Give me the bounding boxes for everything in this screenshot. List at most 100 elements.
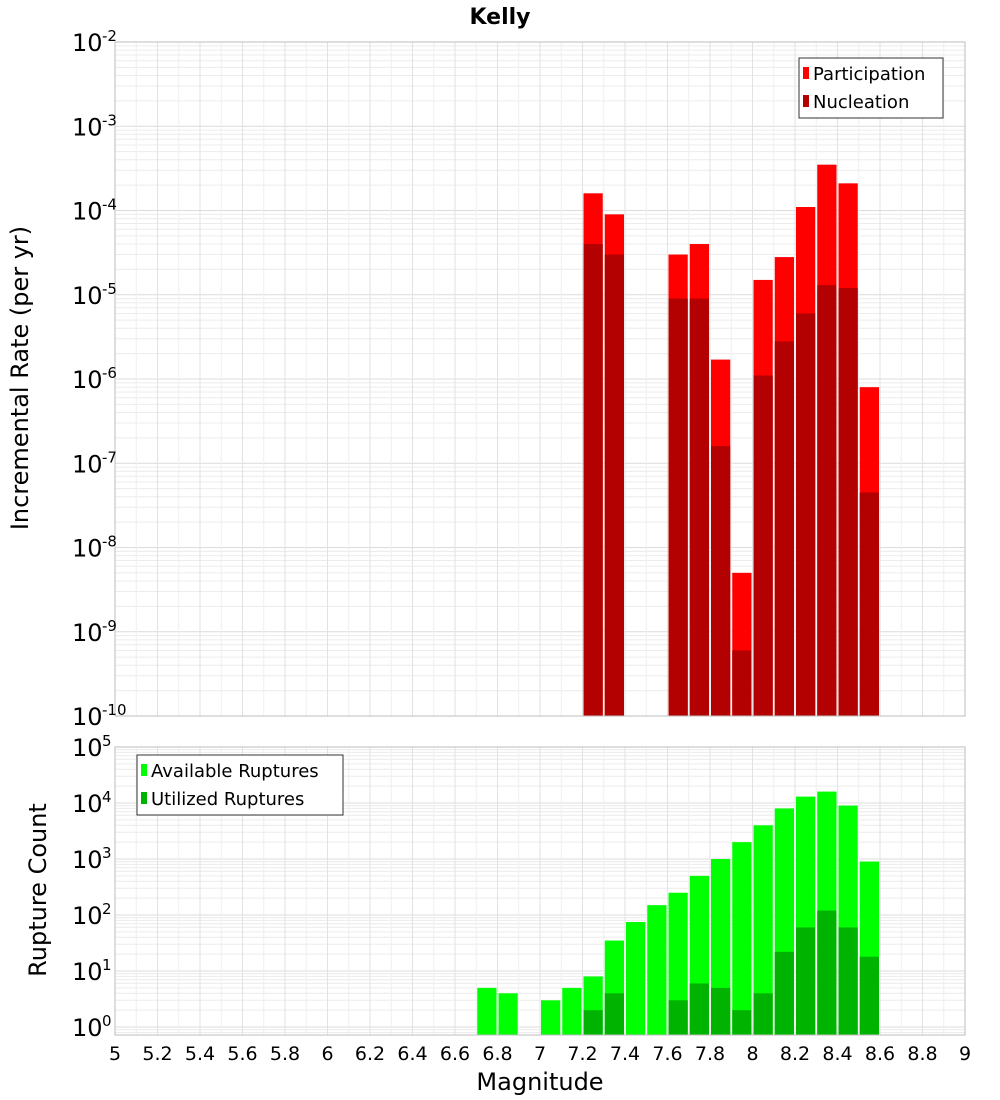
y-tick-label: 10 [72,366,103,394]
utilized-ruptures-bar [668,1000,688,1035]
legend-swatch [141,792,147,804]
x-tick-label: 5.2 [142,1043,172,1065]
legend-swatch [803,67,809,79]
y-tick-exponent: 3 [102,844,112,862]
count-bars [477,791,879,1035]
x-tick-label: 6.8 [482,1043,512,1065]
y-tick-exponent: -4 [102,196,117,214]
x-tick-label: 5.4 [185,1043,215,1065]
y-tick-exponent: -8 [102,533,117,551]
y-tick-label: 10 [72,282,103,310]
x-tick-label: 7 [534,1043,546,1065]
x-tick-label: 8 [746,1043,758,1065]
x-tick-label: 6.2 [355,1043,385,1065]
y-tick-label: 10 [72,703,103,731]
x-tick-label: 7.8 [695,1043,725,1065]
legend-swatch [803,95,809,107]
x-tick-label: 9 [959,1043,971,1065]
utilized-ruptures-bar [753,993,773,1035]
utilized-ruptures-bar [711,987,731,1035]
x-tick-label: 8.4 [822,1043,852,1065]
x-tick-label: 5.6 [227,1043,257,1065]
utilized-ruptures-bar [732,1010,752,1035]
y-tick-exponent: -3 [102,111,117,129]
nucleation-bar [583,244,603,717]
y-tick-label: 10 [72,846,103,874]
y-tick-exponent: 2 [102,900,112,918]
x-ticks: 5 5.2 5.4 5.6 5.8 6 6.2 6.4 6.6 6.8 7 7.2 7.4 7.6 7.8 8… [109,1043,971,1065]
count-y-axis-label: Rupture Count [24,803,52,977]
available-ruptures-bar [647,905,667,1035]
y-tick-label: 10 [72,958,103,986]
x-tick-label: 5 [109,1043,121,1065]
nucleation-bar [859,492,879,716]
count-plot-frame [114,746,966,1036]
legend-label: Participation [813,64,925,85]
x-tick-label: 8.2 [780,1043,810,1065]
x-tick-label: 5.8 [270,1043,300,1065]
y-tick-label: 10 [72,734,103,762]
utilized-ruptures-bar [859,956,879,1035]
y-tick-exponent: 4 [102,788,112,806]
rate-plot-frame [114,41,966,717]
utilized-ruptures-bar [583,1010,603,1035]
rate-y-axis-label: Incremental Rate (per yr) [6,226,34,530]
available-ruptures-bar [668,892,688,1035]
utilized-ruptures-bar [689,983,709,1035]
legend-label: Utilized Ruptures [151,789,304,810]
rate-bars [583,164,879,717]
utilized-ruptures-bar [796,927,816,1035]
y-tick-exponent: -2 [102,27,117,45]
available-ruptures-bar [626,922,646,1035]
utilized-ruptures-bar [817,910,837,1035]
nucleation-bar [668,298,688,716]
nucleation-bar [732,650,752,716]
y-tick-exponent: -7 [102,448,117,466]
y-tick-label: 10 [72,535,103,563]
y-tick-label: 10 [72,113,103,141]
x-tick-label: 6.6 [440,1043,470,1065]
utilized-ruptures-bar [838,927,858,1035]
x-tick-label: 6.4 [397,1043,427,1065]
x-tick-label: 6 [321,1043,333,1065]
y-tick-exponent: -5 [102,280,117,298]
nucleation-bar [753,375,773,716]
rate-grid [114,41,966,717]
count-legend: Available Ruptures Utilized Ruptures [136,754,344,816]
legend-swatch [141,764,147,776]
y-tick-exponent: -9 [102,617,117,635]
legend-label: Nucleation [813,92,909,113]
y-tick-label: 10 [72,198,103,226]
y-tick-label: 10 [72,790,103,818]
legend-label: Available Ruptures [151,761,319,782]
x-axis-label: Magnitude [476,1068,603,1096]
x-tick-label: 7.2 [567,1043,597,1065]
available-ruptures-bar [753,825,773,1035]
nucleation-bar [774,341,794,716]
y-tick-label: 10 [72,450,103,478]
y-tick-label: 10 [72,619,103,647]
nucleation-bar [796,313,816,716]
x-tick-label: 7.6 [652,1043,682,1065]
utilized-ruptures-bar [774,951,794,1035]
nucleation-bar [711,446,731,716]
legend-box [798,57,944,119]
available-ruptures-bar [541,1000,561,1035]
y-tick-exponent: 1 [102,956,112,974]
y-tick-exponent: 0 [102,1012,112,1030]
nucleation-bar [838,288,858,716]
nucleation-bar [689,298,709,716]
y-tick-label: 10 [72,29,103,57]
available-ruptures-bar [477,987,497,1035]
nucleation-bar [604,254,624,716]
x-tick-label: 7.4 [610,1043,640,1065]
y-tick-exponent: -10 [102,701,127,719]
utilized-ruptures-bar [604,993,624,1035]
legend-box [136,754,344,816]
y-tick-exponent: 5 [102,732,112,750]
y-tick-exponent: -6 [102,364,117,382]
